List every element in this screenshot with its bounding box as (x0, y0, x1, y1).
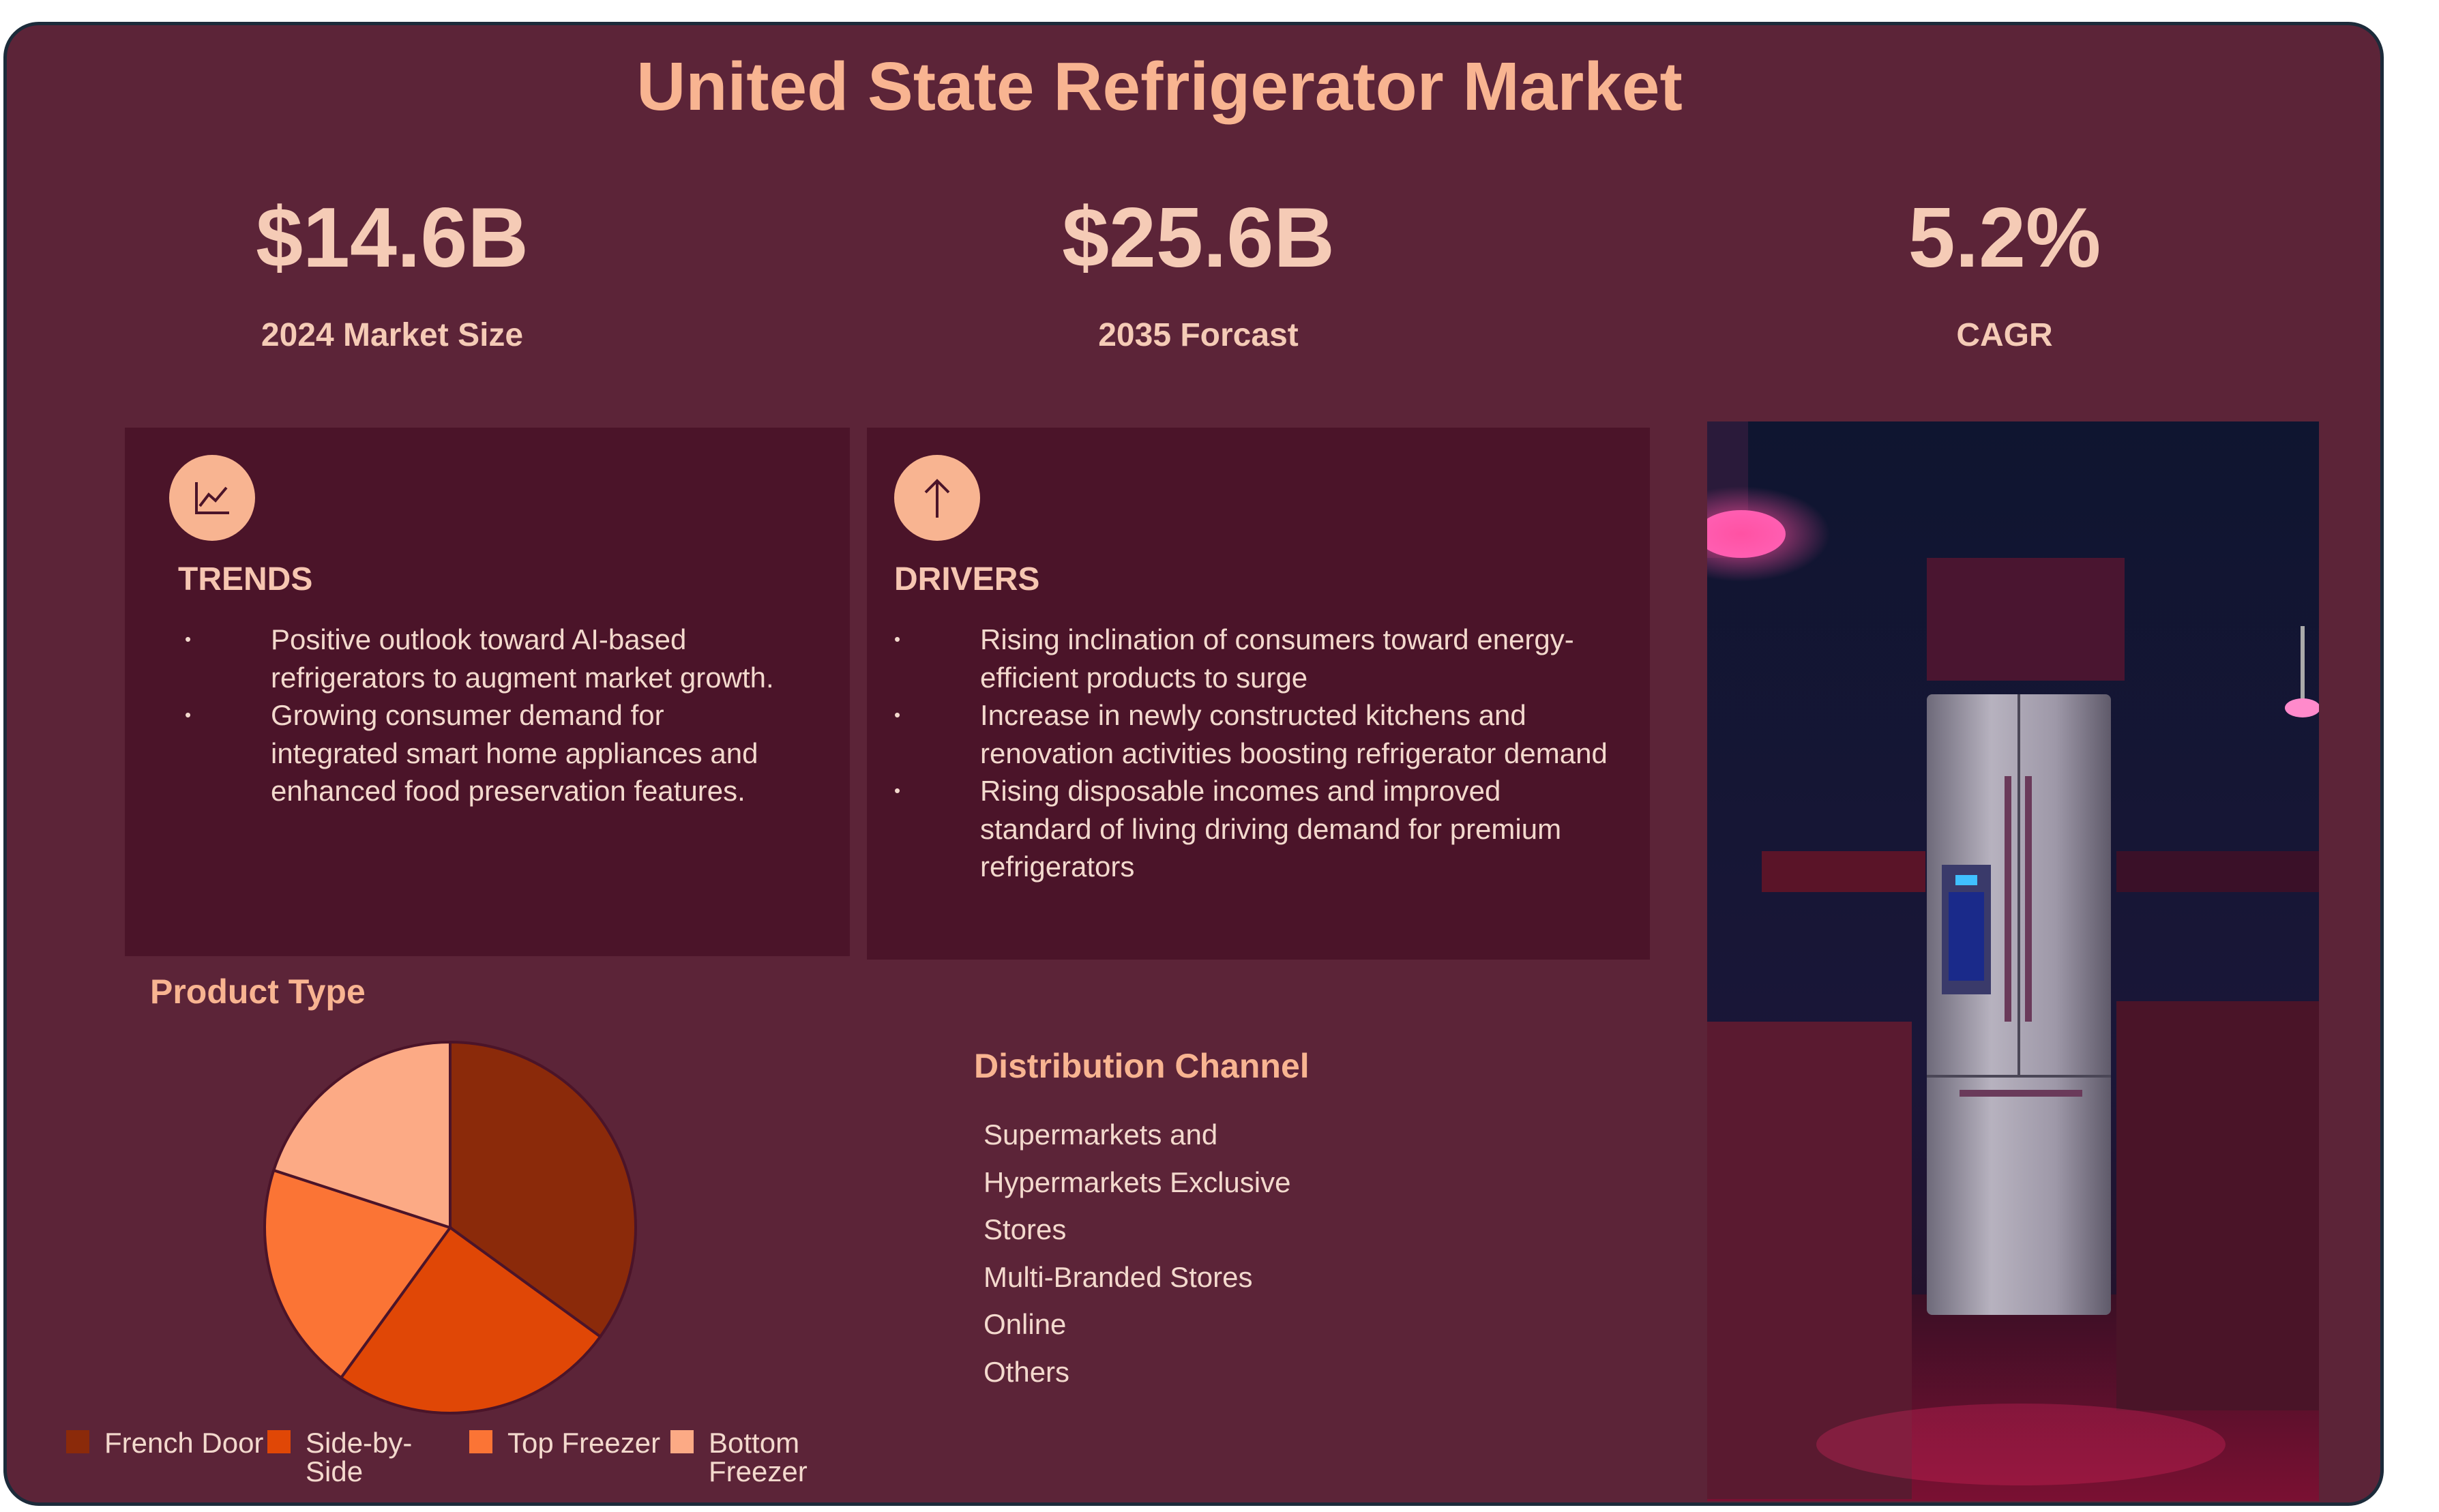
pie-chart (263, 1040, 637, 1414)
product-type-title: Product Type (150, 973, 366, 1011)
kpi-label: 2035 Forcast (1098, 316, 1299, 353)
pie-slice-top-freezer (263, 1168, 453, 1380)
trends-card: TRENDS • Positive outlook toward AI-based… (125, 428, 850, 956)
legend-label: French Door (104, 1427, 264, 1459)
list-item: Online (984, 1308, 1067, 1340)
page-title: United State Refrigerator Market (636, 48, 1683, 125)
kpi-market-size: $14.6B 2024 Market Size (153, 188, 631, 354)
pie-slice-side-by-side (339, 1226, 602, 1414)
list-item: • Increase in newly constructed kitchens … (894, 699, 1608, 769)
kpi-cagr: 5.2% CAGR (1766, 188, 2243, 354)
drivers-card: DRIVERS • Rising inclination of consumers… (867, 428, 1650, 960)
kpi-forecast: $25.6B 2035 Forcast (960, 188, 1437, 354)
pie-slice-bottom-freezer (271, 1040, 452, 1230)
refrigerator-photo (1707, 421, 2319, 1501)
trends-list: • Positive outlook toward AI-based refrig… (185, 621, 778, 810)
legend-label: Bottom Freezer (709, 1427, 808, 1487)
kpi-label: CAGR (1956, 316, 2053, 353)
distribution-title: Distribution Channel (974, 1047, 1310, 1085)
distribution-list: Supermarkets and Hypermarkets Exclusive … (984, 1111, 1365, 1395)
list-item: • Rising inclination of consumers toward … (894, 623, 1574, 694)
arrow-up-icon (894, 455, 980, 541)
legend-label: Top Freezer (507, 1427, 661, 1459)
line-chart-icon (169, 455, 255, 541)
drivers-list: • Rising inclination of consumers toward … (894, 621, 1617, 886)
list-item: • Positive outlook toward AI-based refrig… (185, 623, 774, 694)
legend-swatch (66, 1430, 89, 1453)
legend-label: Side-by-Side (306, 1427, 413, 1487)
list-item: • Rising disposable incomes and improved … (894, 775, 1562, 883)
legend-swatch (670, 1430, 694, 1453)
drivers-heading: DRIVERS (894, 561, 1040, 597)
list-item: Multi-Branded Stores (984, 1260, 1253, 1293)
trends-heading: TRENDS (178, 561, 313, 597)
list-item: Supermarkets and Hypermarkets Exclusive … (984, 1118, 1291, 1245)
kpi-value: $25.6B (1062, 191, 1335, 285)
list-item: Others (984, 1355, 1070, 1388)
kpi-value: 5.2% (1908, 191, 2101, 285)
pie-slice-french-door (449, 1040, 637, 1339)
legend-swatch (469, 1430, 492, 1453)
kpi-value: $14.6B (256, 191, 529, 285)
legend-swatch (267, 1430, 291, 1453)
list-item: • Growing consumer demand for integrated … (185, 699, 758, 807)
kpi-label: 2024 Market Size (261, 316, 524, 353)
